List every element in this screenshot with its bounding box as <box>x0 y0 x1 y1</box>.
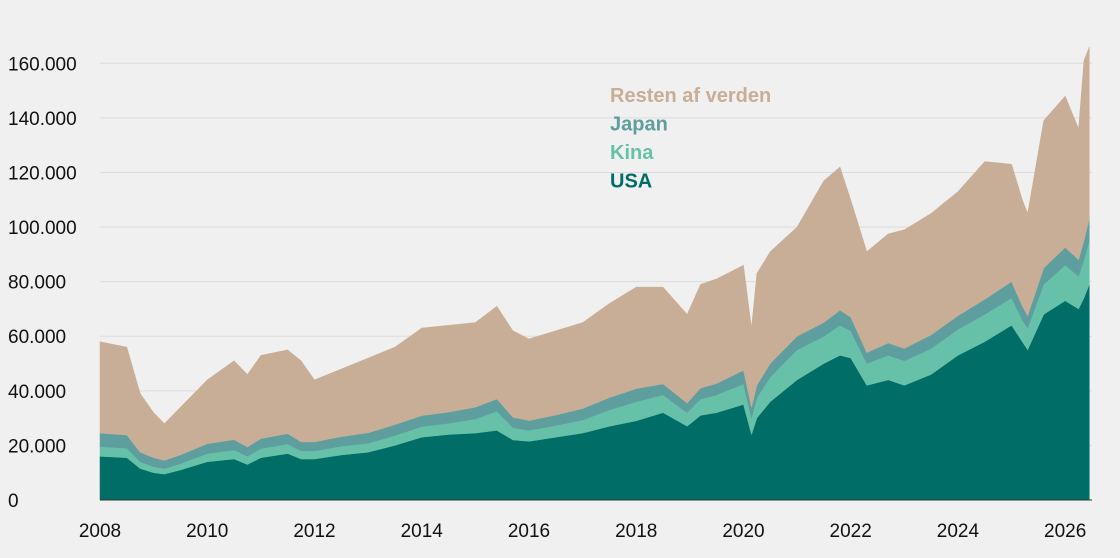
x-tick-label: 2014 <box>401 521 444 542</box>
x-tick-label: 2026 <box>1044 521 1086 542</box>
y-tick-label: 60.000 <box>8 327 66 348</box>
legend-item: Japan <box>610 114 668 136</box>
x-tick-label: 2022 <box>830 521 872 542</box>
x-tick-label: 2010 <box>186 521 228 542</box>
y-tick-label: 160.000 <box>8 54 77 75</box>
y-tick-label: 40.000 <box>8 382 66 403</box>
y-tick-label: 100.000 <box>8 218 77 239</box>
series-area-resten-af-verden <box>99 46 1090 461</box>
x-tick-label: 2008 <box>79 521 121 542</box>
x-tick-label: 2024 <box>937 521 980 542</box>
y-tick-label: 80.000 <box>8 273 66 294</box>
y-axis-ticks: 0 20.000 40.000 60.000 80.000 100.000 120.000 1… <box>8 54 77 512</box>
legend: Resten af verden Japan Kina USA <box>610 85 771 193</box>
x-tick-label: 2018 <box>615 521 657 542</box>
x-axis-ticks: 2008 2010 2012 2014 2016 2018 2020 2022 2024 2026 <box>79 521 1086 542</box>
x-tick-label: 2012 <box>293 521 335 542</box>
series-areas <box>99 46 1090 501</box>
legend-item: Kina <box>610 142 654 164</box>
y-tick-label: 140.000 <box>8 109 77 130</box>
y-tick-label: 20.000 <box>8 436 66 457</box>
y-tick-label: 120.000 <box>8 163 77 184</box>
y-tick-label: 0 <box>8 491 19 512</box>
x-tick-label: 2016 <box>508 521 550 542</box>
x-tick-label: 2020 <box>722 521 764 542</box>
legend-item: USA <box>610 171 652 193</box>
legend-item: Resten af verden <box>610 85 771 107</box>
